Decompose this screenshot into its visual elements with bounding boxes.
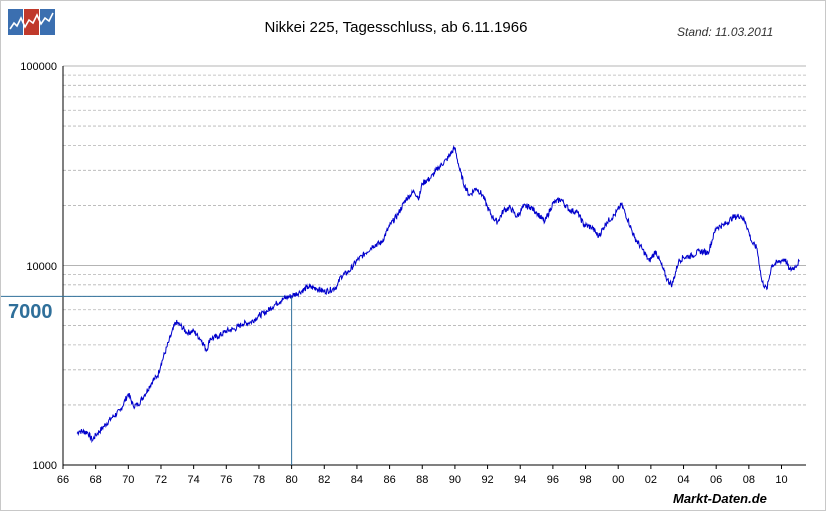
x-tick-label: 86 — [383, 474, 395, 486]
brand-label: Markt-Daten.de — [673, 491, 767, 506]
x-tick-label: 10 — [775, 474, 787, 486]
x-tick-label: 94 — [514, 474, 526, 486]
series-line-nikkei — [76, 144, 800, 444]
x-tick-label: 00 — [612, 474, 624, 486]
x-tick-label: 04 — [677, 474, 689, 486]
x-tick-label: 92 — [481, 474, 493, 486]
chart-title: Nikkei 225, Tagesschluss, ab 6.11.1966 — [264, 19, 528, 36]
y-tick-label: 1000 — [33, 460, 57, 472]
x-tick-label: 70 — [122, 474, 134, 486]
x-tick-label: 82 — [318, 474, 330, 486]
x-tick-label: 02 — [645, 474, 657, 486]
marker-label: 7000 — [8, 301, 53, 323]
axes — [62, 66, 806, 466]
x-tick-label: 88 — [416, 474, 428, 486]
grid-lines — [63, 65, 806, 406]
x-tick-labels: 66 68 70 72 74 76 78 80 82 84 86 88 90 92 94 96 98 00 02 04… — [57, 465, 788, 486]
x-tick-label: 78 — [253, 474, 265, 486]
data-date-label: Stand: 11.03.2011 — [677, 25, 774, 39]
x-tick-label: 90 — [449, 474, 461, 486]
y-tick-label: 100000 — [20, 61, 57, 73]
y-tick-labels: 1000 10000 100000 — [20, 61, 57, 472]
x-tick-label: 66 — [57, 474, 69, 486]
x-tick-label: 06 — [710, 474, 722, 486]
x-tick-label: 84 — [351, 474, 363, 486]
y-tick-label: 10000 — [26, 261, 57, 273]
x-tick-label: 96 — [547, 474, 559, 486]
brand-logo-icon — [8, 9, 55, 35]
x-tick-label: 72 — [155, 474, 167, 486]
level-marker: 7000 — [1, 295, 293, 465]
x-tick-label: 68 — [90, 474, 102, 486]
x-tick-label: 98 — [579, 474, 591, 486]
x-tick-label: 80 — [285, 474, 297, 486]
x-tick-label: 08 — [743, 474, 755, 486]
series-layer — [76, 144, 800, 444]
x-tick-label: 76 — [220, 474, 232, 486]
x-tick-label: 74 — [188, 474, 200, 486]
